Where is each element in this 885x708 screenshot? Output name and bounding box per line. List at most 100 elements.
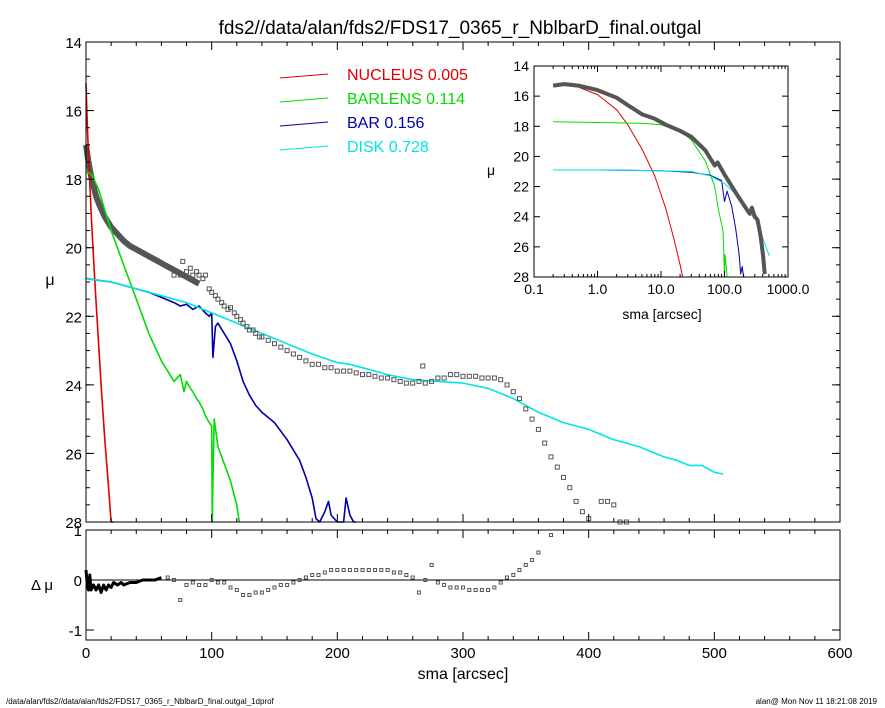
data-point-marker xyxy=(510,389,516,395)
data-point-marker xyxy=(491,375,497,381)
legend-swatch xyxy=(279,145,329,151)
inset-x-tick-label: 1000.0 xyxy=(767,281,810,297)
residual-marker xyxy=(511,573,516,577)
data-point-marker xyxy=(228,305,233,311)
residual-marker xyxy=(498,580,503,585)
data-point-marker xyxy=(190,272,196,278)
residual-marker xyxy=(461,585,465,590)
residual-marker xyxy=(259,590,264,595)
data-point-marker xyxy=(278,344,284,350)
data-point-marker xyxy=(297,354,303,360)
data-point-marker xyxy=(353,370,359,376)
data-point-marker xyxy=(303,358,309,364)
data-point-marker xyxy=(196,272,202,278)
residual-marker xyxy=(448,585,453,590)
y-tick-label: 22 xyxy=(65,309,82,326)
data-point-marker xyxy=(429,378,435,384)
residual-marker xyxy=(209,578,214,582)
data-point-marker xyxy=(385,375,391,381)
series-line-disk xyxy=(85,277,724,475)
residual-y-axis-label: Δ μ xyxy=(31,577,53,594)
inset-y-tick-label: 24 xyxy=(513,209,529,225)
inset-plot-frame xyxy=(533,65,789,278)
residual-marker xyxy=(184,583,189,587)
inset-x-tick-label: 100.0 xyxy=(707,281,742,297)
main-profile-panel: 14 16 18 20 22 24 26 28 μ NUCLEUS 0.005 BARLENS … xyxy=(45,35,841,532)
residual-marker xyxy=(549,533,553,537)
data-point-marker xyxy=(542,440,548,446)
residual-y-tick-label: 1 xyxy=(74,523,82,540)
x-tick-label: 300 xyxy=(450,645,475,662)
footer-timestamp: alan@ Mon Nov 11 18:21:08 2019 xyxy=(755,697,877,706)
data-point-marker xyxy=(611,502,617,508)
inset-x-axis-label: sma [arcsec] xyxy=(622,306,701,322)
legend-swatch xyxy=(279,73,329,79)
data-point-marker xyxy=(420,363,426,369)
data-point-marker xyxy=(284,348,290,354)
data-point-marker xyxy=(441,375,447,381)
x-tick-label: 600 xyxy=(827,645,852,662)
data-point-marker xyxy=(272,341,277,347)
data-point-marker xyxy=(171,272,177,278)
x-tick-label: 100 xyxy=(199,645,224,662)
x-axis-label: sma [arcsec] xyxy=(418,666,509,683)
residual-y-tick-label: 0 xyxy=(74,573,82,590)
inset-series-layer xyxy=(552,82,770,278)
main-series-layer xyxy=(83,83,724,525)
data-point-marker xyxy=(391,377,397,383)
residual-marker xyxy=(391,570,396,575)
residual-marker xyxy=(360,568,365,572)
residual-marker xyxy=(241,593,246,597)
series-line-barlens xyxy=(86,171,241,523)
data-point-marker xyxy=(341,368,347,374)
series-line-bar xyxy=(85,277,357,523)
x-tick-label: 0 xyxy=(82,645,90,662)
data-point-marker xyxy=(454,372,460,378)
residual-marker xyxy=(266,588,271,592)
residual-marker xyxy=(373,568,377,572)
residual-marker xyxy=(536,550,541,555)
inset-data-band xyxy=(552,82,767,275)
data-point-marker xyxy=(605,498,610,504)
residual-marker xyxy=(467,588,472,592)
data-point-marker xyxy=(309,361,315,367)
legend-label: BARLENS 0.114 xyxy=(347,91,465,108)
data-point-marker xyxy=(366,372,372,378)
data-point-marker xyxy=(403,380,409,386)
residual-marker xyxy=(297,578,302,582)
data-point-marker xyxy=(253,330,259,336)
residual-marker xyxy=(429,563,434,567)
data-point-marker xyxy=(328,365,334,371)
residual-marker xyxy=(234,588,239,592)
residual-marker xyxy=(398,570,403,575)
main-y-axis-label: μ xyxy=(45,272,54,289)
residual-marker xyxy=(385,568,390,572)
data-point-marker xyxy=(372,373,378,379)
y-tick-label: 18 xyxy=(65,172,82,189)
residual-marker xyxy=(197,583,202,587)
residual-marker xyxy=(278,583,283,587)
data-point-marker xyxy=(360,372,365,378)
x-tick-label: 500 xyxy=(702,645,727,662)
residual-marker xyxy=(517,568,522,572)
data-point-marker xyxy=(347,368,353,374)
residual-series-layer xyxy=(84,533,840,602)
chart-title: fds2//data/alan/fds2/FDS17_0365_r_Nblbar… xyxy=(219,18,702,39)
residual-marker xyxy=(423,578,428,582)
residual-marker xyxy=(253,590,258,595)
residual-marker xyxy=(335,568,340,572)
data-point-marker xyxy=(180,258,186,264)
residual-marker xyxy=(285,583,290,587)
residual-marker xyxy=(347,568,352,572)
inset-y-tick-label: 28 xyxy=(513,269,529,285)
residual-marker xyxy=(379,568,384,572)
data-point-marker xyxy=(290,351,296,357)
residual-marker xyxy=(473,588,478,592)
thick-profile-band xyxy=(83,144,201,287)
inset-series-line-barlens xyxy=(553,121,728,278)
residual-marker xyxy=(530,558,535,562)
residual-marker xyxy=(341,568,346,572)
data-point-marker xyxy=(504,382,510,388)
